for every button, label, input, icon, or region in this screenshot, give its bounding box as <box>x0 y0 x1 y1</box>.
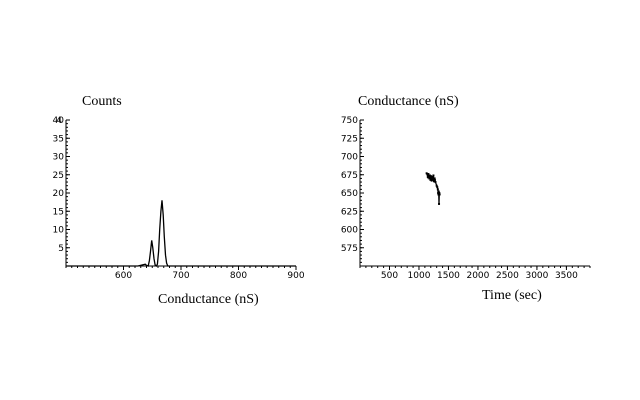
y-tick-label: 5 <box>58 244 64 254</box>
x-tick-label: 800 <box>230 271 247 281</box>
data-point <box>426 175 429 178</box>
data-point <box>436 188 439 191</box>
series-line <box>66 200 296 268</box>
data-point <box>438 192 441 194</box>
y-tick-label: 600 <box>341 226 358 236</box>
data-point <box>433 177 436 180</box>
x-tick-label: 3000 <box>525 271 548 281</box>
data-point <box>430 175 433 178</box>
histogram-y-axis-title: Counts <box>82 94 122 109</box>
data-point <box>433 178 436 181</box>
data-point <box>428 177 431 180</box>
data-point <box>437 192 440 194</box>
timeseries-x-axis-title: Time (sec) <box>482 288 542 303</box>
y-tick-label: 650 <box>341 189 358 199</box>
y-tick-label: 30 <box>53 153 65 163</box>
data-point <box>438 193 441 196</box>
data-point <box>431 178 434 181</box>
y-tick-label: 25 <box>53 171 64 181</box>
data-point <box>430 179 433 182</box>
y-tick-label: 40 <box>53 116 65 126</box>
data-point <box>425 172 428 175</box>
y-tick-label: 625 <box>341 207 358 217</box>
y-tick-label: 700 <box>341 153 358 163</box>
data-point <box>438 202 441 205</box>
histogram-x-axis-title: Conductance (nS) <box>158 292 259 307</box>
x-tick-label: 1000 <box>408 271 431 281</box>
data-point <box>432 174 435 177</box>
x-tick-label: 2000 <box>466 271 489 281</box>
y-tick-label: 35 <box>53 134 64 144</box>
x-tick-label: 700 <box>172 271 189 281</box>
data-point <box>427 173 430 176</box>
y-tick-label-extra: 4 <box>56 116 62 126</box>
data-point <box>428 174 431 177</box>
time-series-chart: Conductance (nS) Time (sec) 500 1000 1500 2… <box>341 94 591 303</box>
data-point <box>431 175 434 178</box>
y-tick-label: 15 <box>53 207 64 217</box>
x-tick-label: 900 <box>287 271 304 281</box>
x-tick-label: 2500 <box>496 271 519 281</box>
x-tick-label: 1500 <box>437 271 460 281</box>
y-tick-label: 575 <box>341 244 358 254</box>
data-point <box>437 193 440 196</box>
data-point <box>433 180 436 183</box>
y-tick-label: 10 <box>53 226 65 236</box>
y-tick-label: 725 <box>341 134 358 144</box>
data-point <box>436 186 439 189</box>
x-tick-label: 600 <box>115 271 132 281</box>
x-tick-label: 3500 <box>555 271 578 281</box>
histogram-chart: Counts Conductance (nS) 600 700 800 900 5 10 1… <box>53 94 305 307</box>
data-point <box>434 181 437 184</box>
data-point <box>437 190 440 193</box>
data-point <box>429 178 432 181</box>
y-tick-label: 675 <box>341 171 358 181</box>
y-tick-label: 750 <box>341 116 358 126</box>
data-point <box>435 184 438 187</box>
timeseries-y-axis-title: Conductance (nS) <box>358 94 459 109</box>
y-tick-label: 20 <box>53 189 65 199</box>
x-tick-label: 500 <box>381 271 398 281</box>
